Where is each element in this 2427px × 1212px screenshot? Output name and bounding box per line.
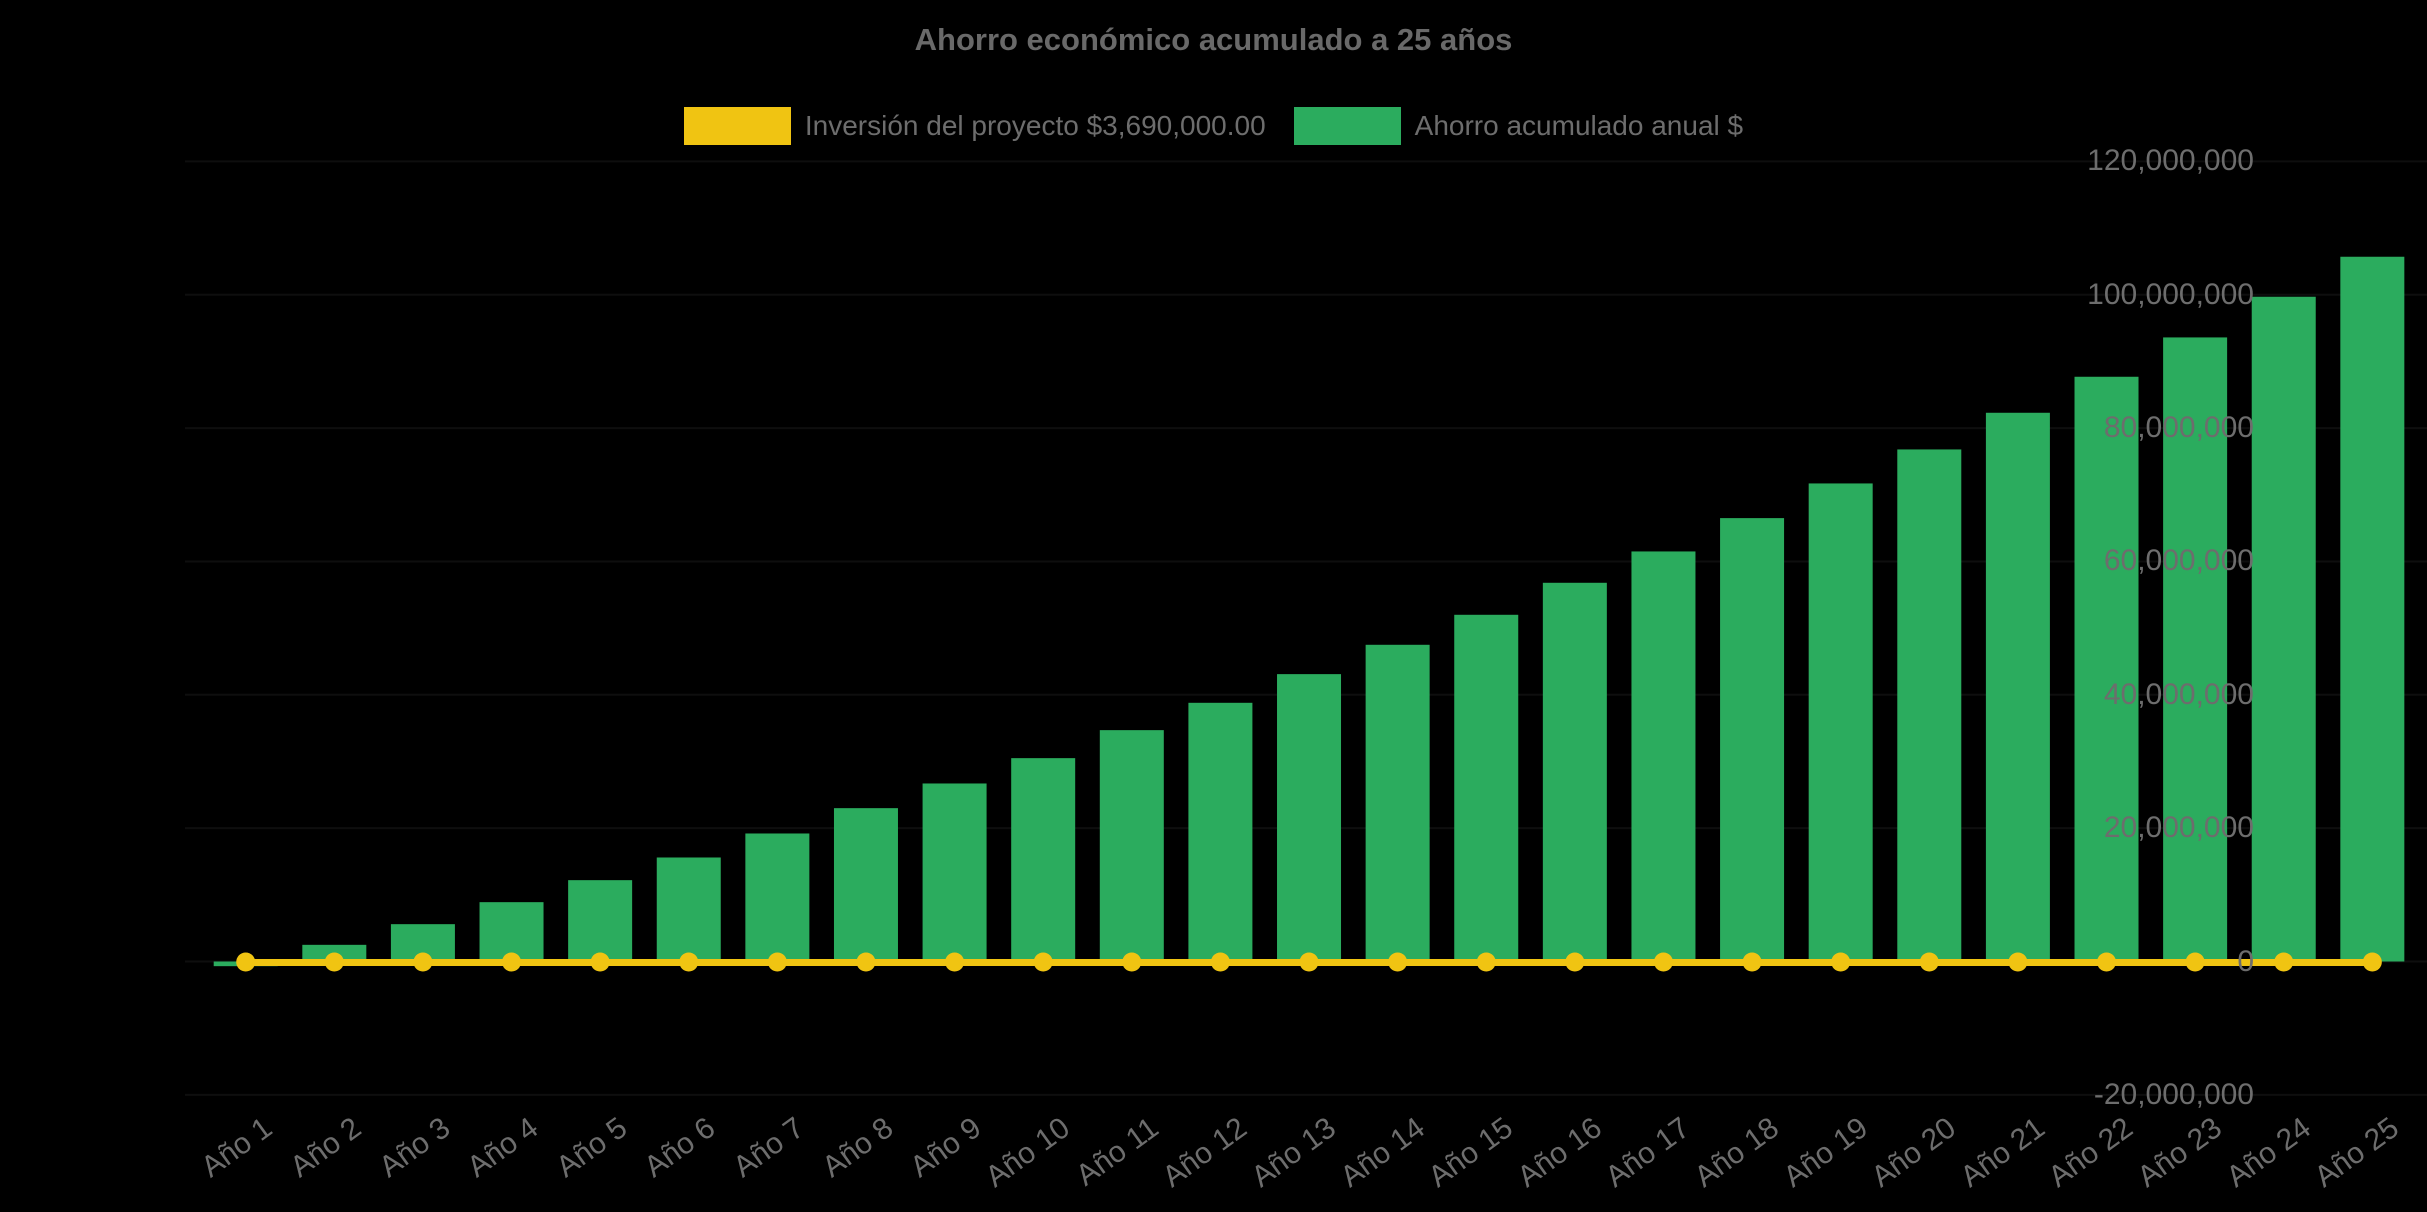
y-tick-label: 100,000,000 xyxy=(2087,277,2254,311)
bar-año-17 xyxy=(1631,551,1696,962)
investment-marker-20 xyxy=(1919,952,1939,972)
bar-año-8 xyxy=(833,808,898,962)
bar-año-4 xyxy=(479,902,544,962)
bar-año-6 xyxy=(656,857,721,962)
investment-marker-8 xyxy=(856,952,876,972)
bar-año-15 xyxy=(1454,614,1519,962)
investment-marker-14 xyxy=(1388,952,1408,972)
bar-año-22 xyxy=(2074,376,2139,962)
investment-marker-25 xyxy=(2362,952,2382,972)
chart-title: Ahorro económico acumulado a 25 años xyxy=(914,22,1513,57)
investment-marker-22 xyxy=(2097,952,2117,972)
investment-swatch xyxy=(683,107,791,145)
bar-año-25 xyxy=(2340,256,2405,962)
investment-marker-5 xyxy=(590,952,610,972)
bar-año-19 xyxy=(1808,483,1873,962)
investment-marker-7 xyxy=(767,952,787,972)
investment-marker-1 xyxy=(236,952,256,972)
investment-marker-10 xyxy=(1033,952,1053,972)
investment-marker-18 xyxy=(1742,952,1762,972)
bar-año-18 xyxy=(1720,518,1785,962)
investment-marker-9 xyxy=(945,952,965,972)
bar-año-7 xyxy=(745,833,810,962)
investment-marker-17 xyxy=(1653,952,1673,972)
y-tick-label: 40,000,000 xyxy=(2103,677,2254,711)
bar-año-16 xyxy=(1542,582,1607,962)
y-tick-label: -20,000,000 xyxy=(2093,1077,2254,1111)
investment-marker-2 xyxy=(324,952,344,972)
investment-marker-13 xyxy=(1299,952,1319,972)
legend-item-savings: Ahorro acumulado anual $ xyxy=(1293,107,1744,145)
investment-marker-12 xyxy=(1210,952,1230,972)
investment-marker-21 xyxy=(2008,952,2028,972)
legend-item-investment: Inversión del proyecto $3,690,000.00 xyxy=(683,107,1266,145)
y-tick-label: 80,000,000 xyxy=(2103,411,2254,445)
legend-label-investment: Inversión del proyecto $3,690,000.00 xyxy=(804,110,1266,141)
legend: Inversión del proyecto $3,690,000.00 Aho… xyxy=(0,101,2427,151)
investment-marker-19 xyxy=(1831,952,1851,972)
bar-año-10 xyxy=(1011,758,1076,962)
investment-marker-3 xyxy=(413,952,433,972)
investment-marker-4 xyxy=(502,952,522,972)
bar-año-23 xyxy=(2163,337,2228,962)
bar-año-21 xyxy=(1985,412,2050,962)
investment-marker-15 xyxy=(1476,952,1496,972)
bar-año-14 xyxy=(1365,644,1430,962)
bar-año-11 xyxy=(1099,730,1164,962)
y-tick-label: 20,000,000 xyxy=(2103,811,2254,845)
investment-marker-23 xyxy=(2185,952,2205,972)
investment-marker-6 xyxy=(679,952,699,972)
investment-marker-11 xyxy=(1122,952,1142,972)
bar-año-9 xyxy=(922,783,987,962)
legend-label-savings: Ahorro acumulado anual $ xyxy=(1414,110,1744,141)
bar-año-13 xyxy=(1277,674,1342,962)
investment-marker-24 xyxy=(2274,952,2294,972)
bar-año-24 xyxy=(2251,296,2316,962)
y-tick-label: 120,000,000 xyxy=(2087,144,2254,178)
investment-marker-16 xyxy=(1565,952,1585,972)
savings-swatch xyxy=(1293,107,1401,145)
bar-año-12 xyxy=(1188,702,1253,962)
bar-año-20 xyxy=(1897,449,1962,962)
y-tick-label: 60,000,000 xyxy=(2103,544,2254,578)
y-tick-label: 0 xyxy=(2237,944,2254,978)
bar-año-5 xyxy=(568,880,633,962)
